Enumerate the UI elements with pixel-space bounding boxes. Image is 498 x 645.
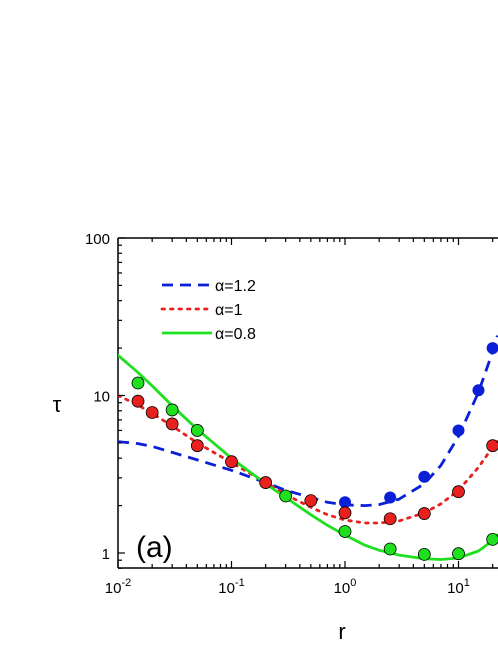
series-1-point <box>384 491 397 504</box>
x-tick-label: 100 <box>334 577 357 597</box>
y-tick-label: 1 <box>102 546 110 563</box>
series-2-point <box>259 476 273 489</box>
series-2-point <box>165 417 179 431</box>
plot-frame <box>117 237 498 569</box>
series-2-point <box>145 406 159 419</box>
series-curve-3 <box>118 353 498 561</box>
series-2-point <box>383 512 397 526</box>
y-tick-label: 100 <box>85 231 110 248</box>
series-1-point <box>472 384 485 397</box>
series-3-point <box>417 547 431 561</box>
panel-annotation: (a) <box>136 531 173 564</box>
legend-label-3: α=0.8 <box>215 326 256 343</box>
series-layer <box>118 335 498 561</box>
series-2-point <box>304 494 318 508</box>
series-curve-1 <box>118 335 498 508</box>
series-1-point <box>452 424 465 437</box>
series-1-point <box>339 496 351 509</box>
x-tick-label: 101 <box>447 577 470 597</box>
x-tick-label: 10-2 <box>105 577 131 597</box>
series-3-point <box>383 542 397 556</box>
series-3-point <box>279 489 293 503</box>
legend-label-1: α=1.2 <box>215 278 256 295</box>
series-3-point <box>338 525 352 538</box>
series-2-point <box>338 506 352 520</box>
series-1-point <box>486 342 498 355</box>
series-3-point <box>131 376 145 390</box>
y-axis-title: τ <box>53 392 62 417</box>
axes: 10-2 10-1 100 101 1 10 100 <box>85 231 494 597</box>
series-2-point <box>417 507 431 520</box>
series-2-point <box>190 439 204 453</box>
series-3-point <box>452 547 465 561</box>
series-2-point <box>131 394 145 408</box>
series-2-point <box>225 455 238 469</box>
y-tick-label: 10 <box>93 389 110 406</box>
series-2-point <box>452 485 465 499</box>
series-3-point <box>165 403 179 417</box>
series-3-point <box>190 424 204 437</box>
series-2-point <box>486 439 498 453</box>
legend-label-2: α=1 <box>215 302 243 319</box>
legend: α=1.2 α=1 α=0.8 <box>160 278 256 343</box>
x-tick-label: 10-1 <box>218 577 244 597</box>
series-curve-2 <box>118 394 498 525</box>
series-1-point <box>418 470 431 483</box>
series-3-point <box>486 533 498 546</box>
x-axis-title: r <box>338 619 345 644</box>
